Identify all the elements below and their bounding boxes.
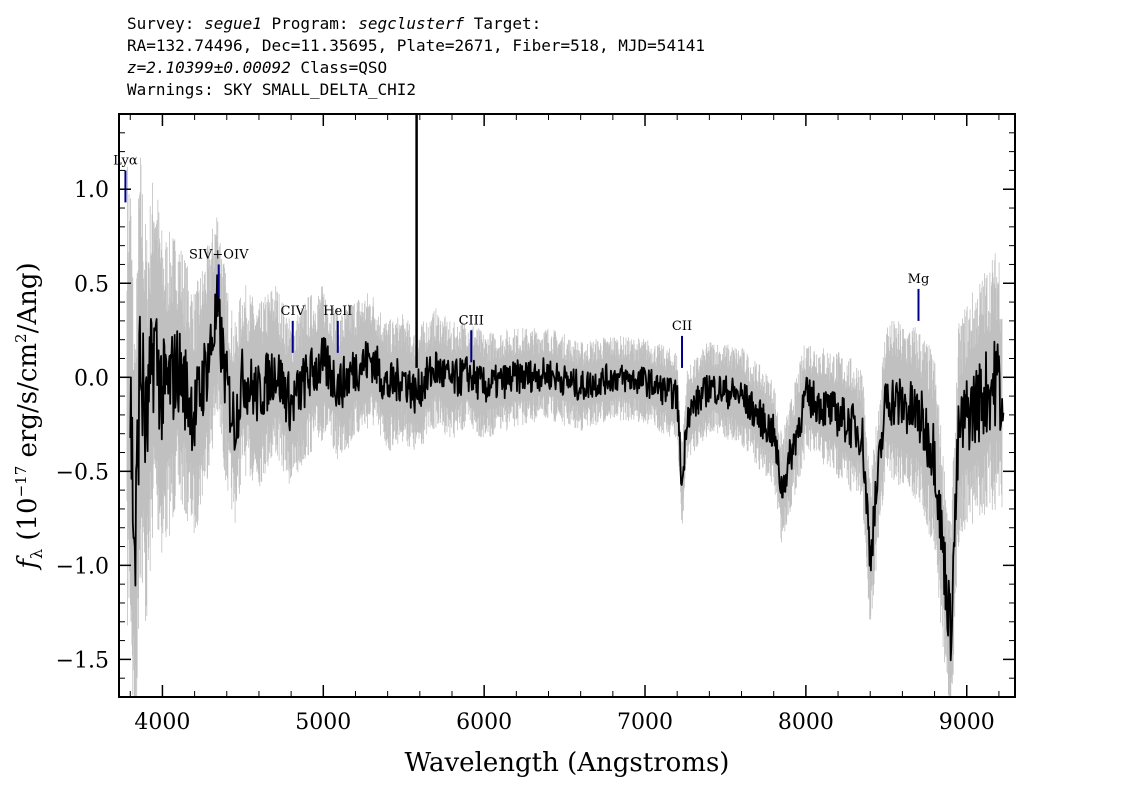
line-marker-label: CIV: [280, 304, 305, 319]
ylabel-square: 2: [12, 333, 30, 343]
error-hairlines: [126, 157, 1003, 697]
target-label: Target:: [464, 14, 542, 33]
axis-ticks: 4000 5000 6000 7000 8000 9000 1.0 0.5 0.0 −0.5 −1.…: [56, 113, 1015, 735]
line-marker-label: Lyα: [113, 153, 138, 168]
x-tick-label: 4000: [134, 710, 190, 735]
x-axis-label: Wavelength (Angstroms): [405, 748, 730, 778]
ylabel-exponent: −17: [12, 466, 30, 498]
x-tick-label: 8000: [778, 710, 834, 735]
ylabel-suffix: /Ang): [13, 262, 43, 333]
y-tick-label: 0.0: [74, 366, 109, 391]
x-tick-label: 5000: [295, 710, 351, 735]
line-marker-label: Mg: [908, 272, 930, 287]
y-tick-label: 0.5: [74, 272, 109, 297]
emission-line-markers: Lyα SIV+OIV CIV HeII CIII CII Mg: [113, 153, 930, 368]
y-axis-label: fλ (10−17 erg/s/cm2/Ang): [12, 262, 46, 570]
y-tick-label: −0.5: [56, 460, 109, 485]
x-tick-label: 6000: [456, 710, 512, 735]
plot-frame: [118, 113, 1016, 698]
line-marker-label: HeII: [323, 304, 352, 319]
y-tick-label: −1.0: [56, 554, 109, 579]
flux-trace: [129, 114, 1005, 662]
header-line-coordinates: RA=132.74496, Dec=11.35695, Plate=2671, …: [127, 36, 705, 55]
y-tick-label: −1.5: [56, 648, 109, 673]
spectrum-header: Survey: segue1 Program: segclusterf Targ…: [127, 13, 705, 101]
survey-value: segue1: [204, 14, 262, 33]
class-value: Class=QSO: [290, 58, 388, 77]
line-marker-label: CII: [672, 319, 692, 334]
ylabel-lambda: λ: [27, 549, 46, 559]
redshift-value: z=2.10399±0.00092: [127, 58, 291, 77]
survey-label: Survey:: [127, 14, 205, 33]
header-line-redshift: z=2.10399±0.00092 Class=QSO: [127, 57, 705, 79]
x-tick-label: 7000: [617, 710, 673, 735]
line-marker-label: CIII: [459, 313, 484, 328]
y-tick-label: 1.0: [74, 178, 109, 203]
line-marker-label: SIV+OIV: [189, 247, 249, 262]
program-value: segclusterf: [358, 14, 465, 33]
ylabel-units: erg/s/cm: [13, 343, 43, 466]
header-line-warnings: Warnings: SKY SMALL_DELTA_CHI2: [127, 80, 416, 99]
error-envelope: [126, 157, 1003, 697]
program-label: Program:: [261, 14, 359, 33]
ylabel-prefix: (10: [13, 497, 43, 549]
header-line-survey: Survey: segue1 Program: segclusterf Targ…: [127, 13, 705, 35]
x-tick-label: 9000: [939, 710, 995, 735]
flux-line: [129, 274, 1005, 662]
